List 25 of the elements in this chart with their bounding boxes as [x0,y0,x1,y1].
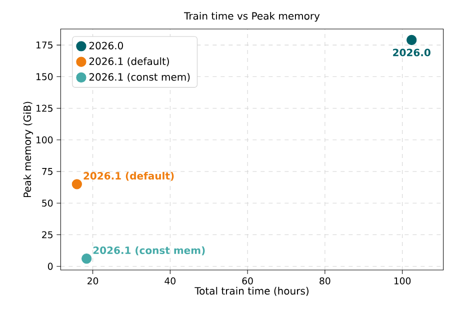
x-tick-label: 20 [88,277,98,284]
point [72,179,82,190]
x-tick-label: 60 [242,277,253,284]
legend-label: 2026.1 (default) [89,57,169,66]
y-tick-label: 125 [36,104,52,112]
y-tick-label: 175 [36,42,52,49]
y-tick-label: 0 [48,262,53,270]
y-tick-label: 25 [42,231,52,238]
legend-label: 2026.1 (const mem) [89,72,190,82]
point [406,34,417,46]
legend-label: 2026.0 [89,42,123,50]
x-tick-label: 40 [164,277,176,284]
annotation: 2026.1 (default) [84,172,174,181]
chart-title: Train time vs Peak memory [184,12,320,22]
y-tick-label: 75 [42,168,52,175]
y-tick-label: 50 [42,200,53,207]
y-axis-title: Peak memory (GiB) [23,102,33,198]
annotation: 2026.1 (const mem) [93,246,205,256]
x-axis-title: Total train time (hours) [194,286,308,296]
y-tick-label: 150 [36,73,53,80]
annotation: 2026.0 [393,48,430,56]
point [82,254,92,264]
x-tick-label: 100 [394,277,411,284]
x-tick-label: 80 [320,277,330,284]
y-tick-label: 100 [36,136,53,144]
